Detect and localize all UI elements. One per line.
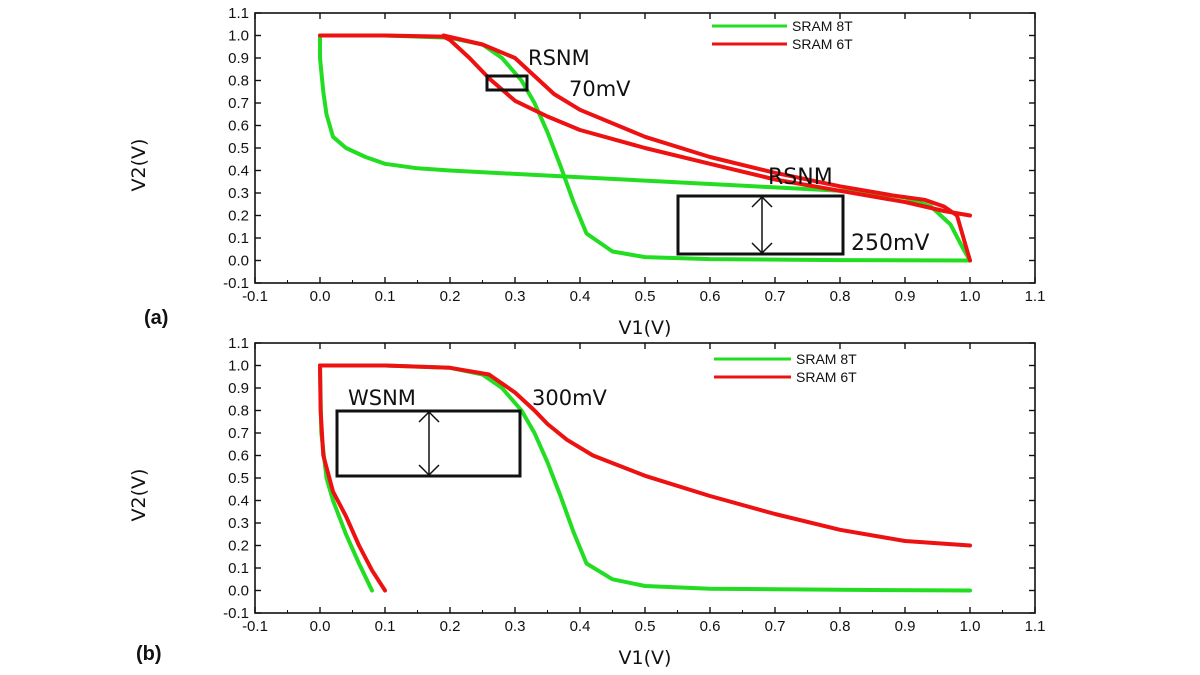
panel-b-plot-frame bbox=[254, 342, 1036, 614]
x-tick-label: 0.7 bbox=[765, 288, 786, 305]
x-tick-label: 0.9 bbox=[895, 288, 916, 305]
series-line-sram-8t-curve-2 bbox=[318, 33, 972, 263]
panel-a-tag: (a) bbox=[144, 307, 168, 329]
x-tick-label: 1.1 bbox=[1025, 618, 1046, 635]
x-tick-label: 0.8 bbox=[830, 288, 851, 305]
wsnm-value: 300mV bbox=[532, 386, 608, 410]
series-line-sram-6t-curve-2 bbox=[441, 33, 972, 263]
x-tick-label: 0.7 bbox=[765, 618, 786, 635]
wsnm-300mv-arrowhead-down bbox=[418, 464, 440, 477]
x-tick-label: 0.3 bbox=[505, 618, 526, 635]
panel-a-legend: SRAM 8T SRAM 6T bbox=[712, 18, 853, 52]
x-tick-label: 0.1 bbox=[375, 288, 396, 305]
y-tick-label: -0.1 bbox=[223, 275, 249, 292]
x-tick-label: 0.2 bbox=[440, 288, 461, 305]
y-tick-label: 0.7 bbox=[228, 425, 249, 442]
y-tick-label: -0.1 bbox=[223, 605, 249, 622]
panel-b-y-axis-label: V2(V) bbox=[128, 469, 150, 522]
series-line-sram-6t-curve-1 bbox=[318, 33, 972, 218]
y-tick-label: 0.6 bbox=[228, 118, 249, 135]
rsnm-value-lower: 250mV bbox=[851, 231, 929, 256]
legend-label-sram-6t: SRAM 6T bbox=[792, 36, 853, 52]
panel-a-x-axis-label: V1(V) bbox=[619, 317, 672, 339]
x-tick-label: 0.0 bbox=[310, 288, 331, 305]
y-tick-label: 0.7 bbox=[228, 95, 249, 112]
rsnm-label-upper: RSNM bbox=[528, 46, 590, 70]
legend-label-sram-8t: SRAM 8T bbox=[792, 18, 853, 34]
rsnm-250mv-arrowhead-down bbox=[751, 242, 773, 255]
panel-b-plot: -0.1 0.0 0.1 0.2 0.3 0.4 0.5 0.6 0.7 0.8 0.9 1.0 1.1… bbox=[128, 335, 1045, 669]
x-tick-label: 0.8 bbox=[830, 618, 851, 635]
y-tick-label: 0.5 bbox=[228, 470, 249, 487]
rsnm-70mv-box bbox=[485, 74, 529, 92]
x-tick-label: 0.3 bbox=[505, 288, 526, 305]
panel-a-y-axis-label: V2(V) bbox=[128, 139, 150, 192]
y-tick-label: 0.9 bbox=[228, 50, 249, 67]
rsnm-label-lower: RSNM bbox=[768, 165, 833, 190]
wsnm-300mv-box bbox=[335, 409, 522, 478]
x-tick-label: 0.0 bbox=[310, 618, 331, 635]
wsnm-300mv-arrowhead-up bbox=[418, 410, 440, 423]
series-line-sram-6t-curve-1 bbox=[318, 363, 972, 548]
y-tick-label: 0.8 bbox=[228, 73, 249, 90]
x-tick-label: 0.6 bbox=[700, 288, 721, 305]
rsnm-250mv-arrowhead-up bbox=[751, 195, 773, 208]
y-tick-label: 0.6 bbox=[228, 448, 249, 465]
x-tick-label: 0.1 bbox=[375, 618, 396, 635]
rsnm-250mv-box bbox=[676, 194, 845, 256]
panel-b-tag: (b) bbox=[136, 643, 162, 665]
y-tick-label: 0.1 bbox=[228, 230, 249, 247]
series-line-sram-6t-curve-2 bbox=[318, 363, 387, 593]
x-tick-label: 0.6 bbox=[700, 618, 721, 635]
x-tick-label: 0.4 bbox=[570, 288, 591, 305]
y-tick-label: 0.9 bbox=[228, 380, 249, 397]
legend-label-sram-8t: SRAM 8T bbox=[796, 351, 857, 367]
y-tick-label: 1.0 bbox=[228, 358, 249, 375]
x-tick-label: -0.1 bbox=[242, 618, 268, 635]
x-tick-label: 0.2 bbox=[440, 618, 461, 635]
wsnm-label: WSNM bbox=[348, 386, 416, 410]
panel-b-x-axis-label: V1(V) bbox=[619, 647, 672, 669]
y-tick-label: 0.2 bbox=[228, 538, 249, 555]
y-tick-label: 1.0 bbox=[228, 28, 249, 45]
x-tick-label: 0.5 bbox=[635, 288, 656, 305]
y-tick-label: 0.2 bbox=[228, 208, 249, 225]
x-tick-label: 0.4 bbox=[570, 618, 591, 635]
y-tick-label: 0.4 bbox=[228, 163, 249, 180]
y-tick-label: 1.1 bbox=[228, 5, 249, 22]
panel-b-legend: SRAM 8T SRAM 6T bbox=[714, 351, 857, 385]
y-tick-label: 0.5 bbox=[228, 140, 249, 157]
y-tick-label: 0.8 bbox=[228, 403, 249, 420]
x-tick-label: 1.0 bbox=[960, 288, 981, 305]
y-tick-label: 0.0 bbox=[228, 583, 249, 600]
legend-label-sram-6t: SRAM 6T bbox=[796, 369, 857, 385]
y-tick-label: 0.1 bbox=[228, 560, 249, 577]
x-tick-label: 1.1 bbox=[1025, 288, 1046, 305]
rsnm-value-upper: 70mV bbox=[569, 77, 631, 101]
y-tick-label: 0.0 bbox=[228, 253, 249, 270]
x-tick-label: 0.5 bbox=[635, 618, 656, 635]
y-tick-label: 0.3 bbox=[228, 185, 249, 202]
y-tick-label: 0.4 bbox=[228, 493, 249, 510]
y-tick-label: 0.3 bbox=[228, 515, 249, 532]
x-tick-label: 1.0 bbox=[960, 618, 981, 635]
x-tick-label: 0.9 bbox=[895, 618, 916, 635]
panel-a-plot: -0.1 0.0 0.1 0.2 0.3 0.4 0.5 0.6 0.7 0.8 0.9 1.0 1.1… bbox=[128, 5, 1045, 339]
x-tick-label: -0.1 bbox=[242, 288, 268, 305]
y-tick-label: 1.1 bbox=[228, 335, 249, 352]
